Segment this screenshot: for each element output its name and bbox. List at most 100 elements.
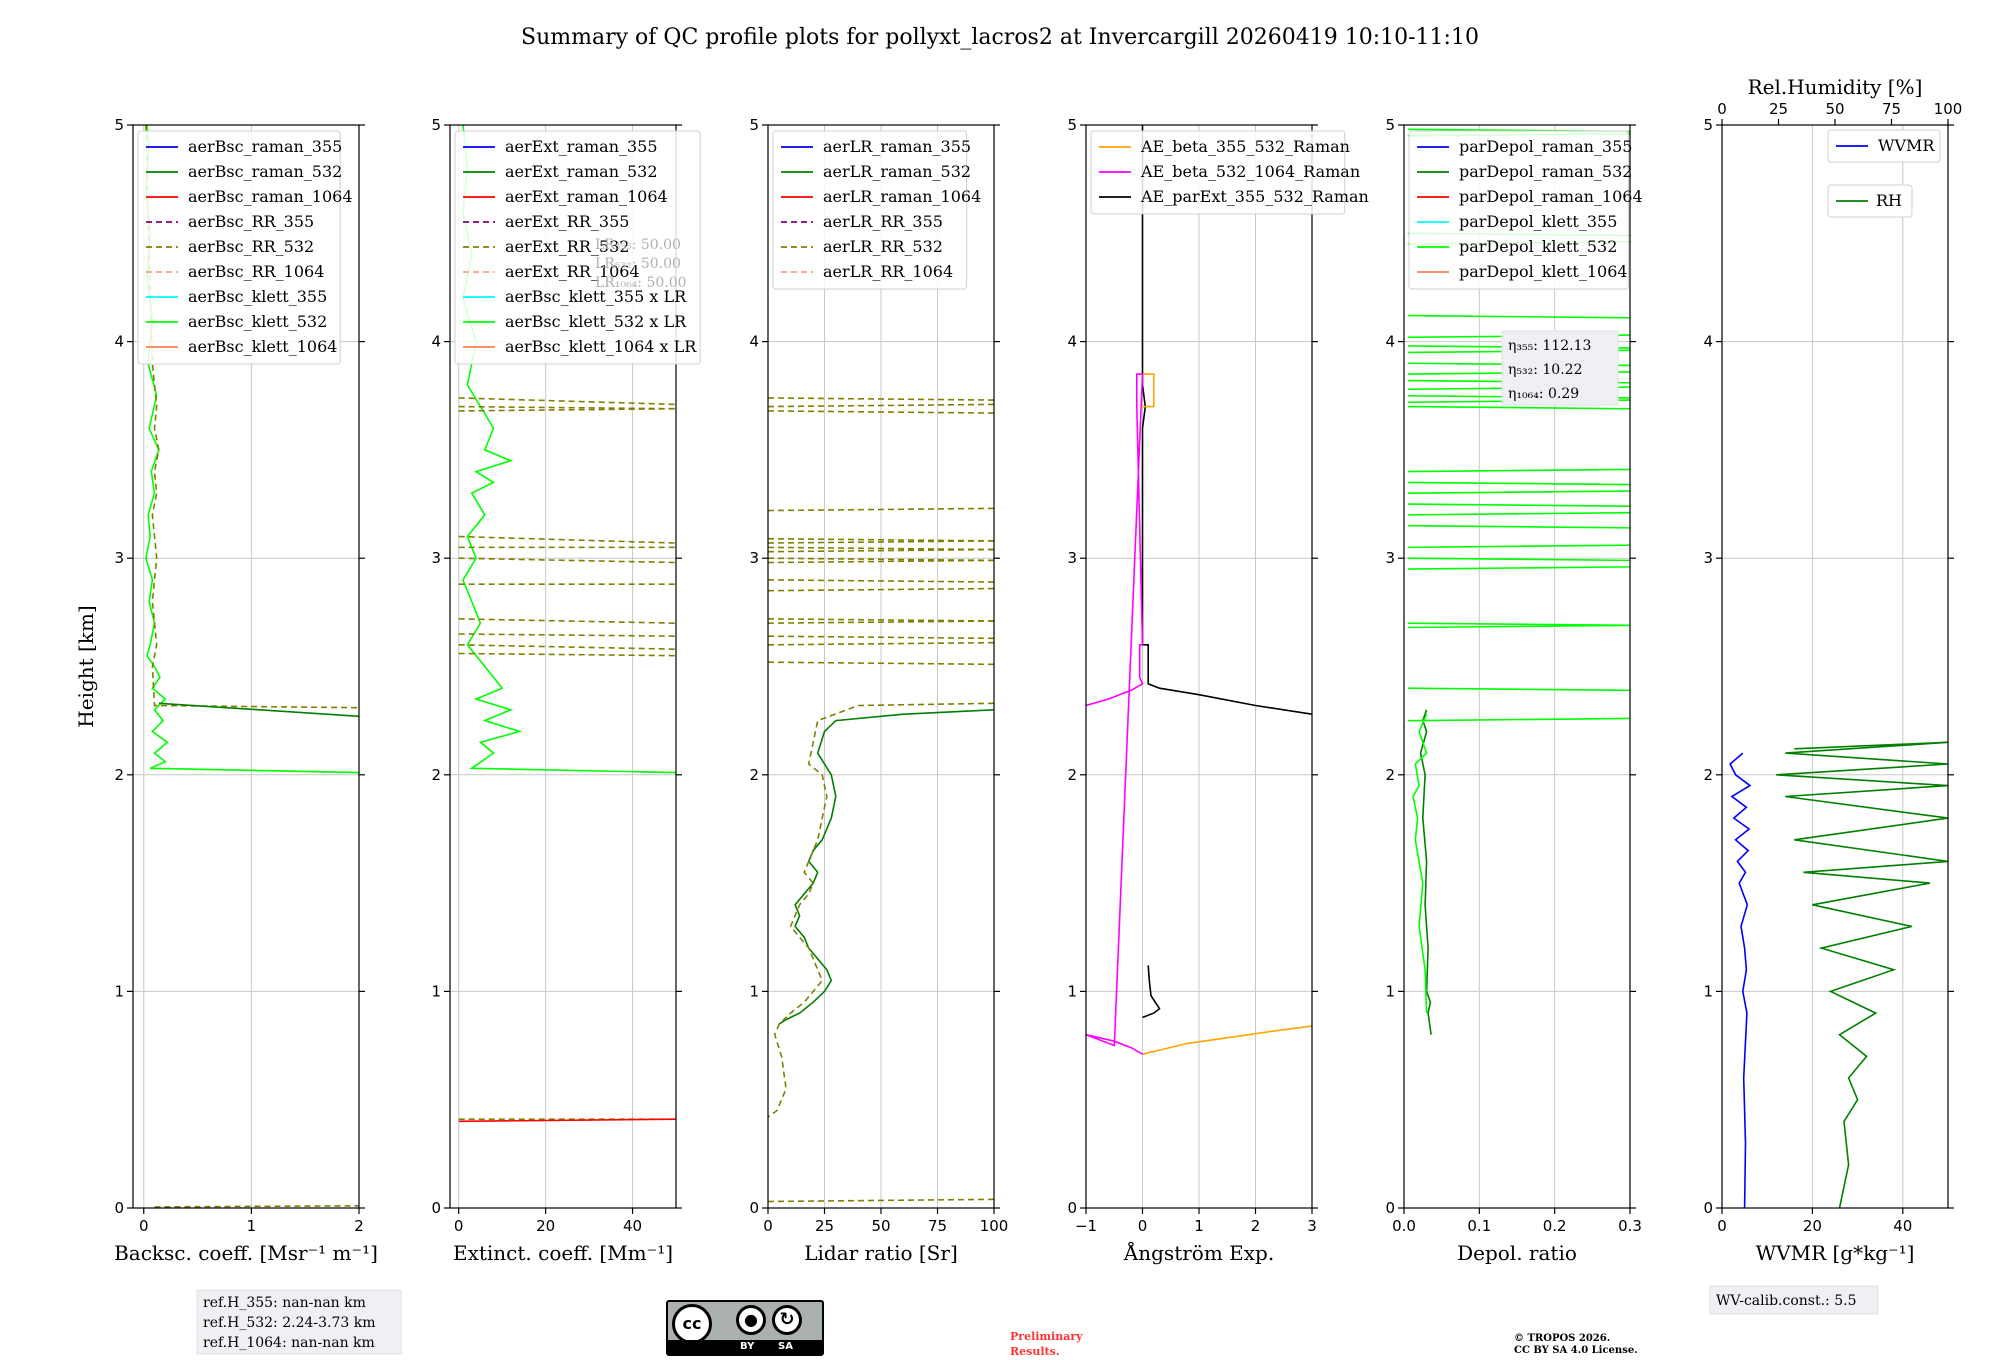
series-aerlr-rr-532 bbox=[768, 702, 994, 1118]
x2-tick-label: 25 bbox=[1769, 100, 1788, 118]
legend-label: parDepol_raman_1064 bbox=[1459, 187, 1643, 206]
panel-extinction: 0 20 40 0 1 2 3 4 5 Extinct. coeff. [Mm⁻¹] aerExt_… bbox=[431, 116, 701, 1265]
x-tick-label: 50 bbox=[871, 1217, 890, 1235]
series-aerlr-raman-532 bbox=[778, 709, 994, 1025]
panel-wvmr_rh: 0 20 40 0 1 2 3 4 5 WVMR [g*kg⁻¹] 0 25 50 75 100 Rel.Hu… bbox=[1703, 75, 1962, 1315]
share-alike-icon: ↻ bbox=[772, 1305, 802, 1335]
y-tick-label: 2 bbox=[749, 766, 759, 784]
series-aerext-rr-532-segment bbox=[458, 644, 676, 650]
legend: aerExt_raman_355 aerExt_raman_532 aerExt_r… bbox=[454, 130, 701, 365]
x-axis-label: Ångström Exp. bbox=[1123, 1240, 1274, 1265]
series-pardepol-klett-532-spikes-line bbox=[1407, 314, 1630, 319]
x-axis-label: Extinct. coeff. [Mm⁻¹] bbox=[453, 1241, 673, 1265]
eta-box bbox=[1501, 330, 1619, 406]
legend-label: aerExt_RR_532 bbox=[505, 237, 629, 256]
legend: parDepol_raman_355 parDepol_raman_532 parD… bbox=[1408, 130, 1643, 290]
y-tick-label: 0 bbox=[114, 1199, 124, 1217]
x-tick-label: 2 bbox=[354, 1217, 364, 1235]
eta-text: η₅₃₂: 10.22 bbox=[1508, 362, 1582, 378]
series-pardepol-raman-532 bbox=[1419, 709, 1432, 1035]
panel-backscatter: 0 1 2 0 1 2 3 4 5 Backsc. coeff. [Msr⁻¹ m⁻¹] Heigh… bbox=[74, 116, 402, 1355]
y-tick-label: 1 bbox=[749, 982, 759, 1000]
legend-label: aerBsc_raman_355 bbox=[188, 137, 342, 156]
x-tick-label: 100 bbox=[980, 1217, 1009, 1235]
series-pardepol-klett-532-spikes-line bbox=[1407, 503, 1630, 508]
series-aerext-rr-532-segment bbox=[458, 397, 676, 406]
legend-label: aerBsc_klett_355 x LR bbox=[505, 287, 687, 306]
plot-frame bbox=[1403, 124, 1631, 1209]
y-tick-label: 5 bbox=[431, 116, 441, 134]
x-tick-label: 25 bbox=[815, 1217, 834, 1235]
series-ae-beta-355-532-raman-low bbox=[1142, 1025, 1312, 1055]
y-tick-label: 5 bbox=[114, 116, 124, 134]
y-tick-label: 0 bbox=[1703, 1199, 1713, 1217]
y-tick-label: 4 bbox=[749, 333, 759, 351]
legend-label: aerBsc_klett_1064 x LR bbox=[505, 337, 697, 356]
cc-by-sa-logo: cc ● ↻ BY SA bbox=[666, 1300, 824, 1356]
series-pardepol-klett-532-spikes-line bbox=[1407, 557, 1630, 562]
legend-label: aerBsc_RR_1064 bbox=[188, 262, 324, 281]
legend-label: aerBsc_klett_532 bbox=[188, 312, 327, 331]
person-icon: ● bbox=[736, 1305, 766, 1335]
series-aerlr-rr-532-levels-line bbox=[768, 641, 994, 646]
legend-label: WVMR bbox=[1878, 136, 1935, 155]
x-tick-label: 1 bbox=[247, 1217, 257, 1235]
series-aerlr-rr-532-levels-line bbox=[768, 1198, 994, 1203]
legend-label: aerLR_raman_1064 bbox=[823, 187, 981, 206]
x-tick-label: 2 bbox=[1251, 1217, 1261, 1235]
series-aerlr-rr-532-levels-line bbox=[768, 546, 994, 551]
y-tick-label: 4 bbox=[1703, 333, 1713, 351]
plot-frame bbox=[449, 124, 677, 1209]
legend-label: parDepol_raman_355 bbox=[1459, 137, 1632, 156]
y-tick-label: 2 bbox=[114, 766, 124, 784]
legend-label: aerExt_raman_1064 bbox=[505, 187, 668, 206]
eta-text: η₁₀₆₄: 0.29 bbox=[1508, 386, 1579, 402]
y-tick-label: 0 bbox=[1385, 1199, 1395, 1217]
series-wvmr bbox=[1729, 752, 1752, 1208]
legend-label: AE_beta_532_1064_Raman bbox=[1140, 162, 1360, 181]
legend-label: parDepol_raman_532 bbox=[1459, 162, 1632, 181]
series-aerext-rr-532-segment bbox=[458, 618, 676, 624]
legend-label: aerBsc_raman_1064 bbox=[188, 187, 353, 206]
footer: Preliminary Results. © TROPOS 2026.CC BY S… bbox=[1010, 1330, 1638, 1358]
series-aerbsc-raman-532 bbox=[158, 702, 359, 718]
eta-text: η₃₅₅: 112.13 bbox=[1508, 338, 1591, 354]
series-aerbsc-rr-532-surface bbox=[154, 1205, 359, 1208]
y-tick-label: 1 bbox=[1703, 982, 1713, 1000]
plot-area bbox=[1729, 741, 1948, 1208]
x-tick-label: 3 bbox=[1307, 1217, 1317, 1235]
series-ae-beta-355-532-raman bbox=[1142, 373, 1155, 408]
x-axis-label: Lidar ratio [Sr] bbox=[804, 1241, 958, 1265]
x-axis-label: WVMR [g*kg⁻¹] bbox=[1756, 1241, 1915, 1265]
x-tick-label: 75 bbox=[928, 1217, 947, 1235]
plot-frame bbox=[132, 124, 360, 1209]
lr-annotation: LR₃₅₅: 50.00 bbox=[595, 237, 681, 253]
y-tick-label: 0 bbox=[749, 1199, 759, 1217]
wv-calib-box bbox=[1709, 1285, 1879, 1315]
y-tick-label: 1 bbox=[1385, 982, 1395, 1000]
y-tick-label: 4 bbox=[1385, 333, 1395, 351]
series-pardepol-klett-532-spikes-line bbox=[1407, 544, 1630, 549]
cc-badge-band bbox=[668, 1340, 822, 1354]
legend-label: aerLR_RR_1064 bbox=[823, 262, 953, 281]
series-pardepol-klett-532-spikes-line bbox=[1407, 717, 1630, 722]
x2-tick-label: 0 bbox=[1717, 100, 1727, 118]
series-pardepol-klett-532-spikes-line bbox=[1407, 481, 1630, 486]
series-pardepol-klett-532-spikes-line bbox=[1407, 524, 1630, 529]
series-aerlr-rr-532-levels-line bbox=[768, 620, 994, 624]
series-aerlr-rr-532-levels-line bbox=[768, 559, 994, 564]
plot-frame bbox=[1721, 124, 1949, 1209]
ref-height-box bbox=[196, 1289, 402, 1355]
legend-label: aerExt_raman_532 bbox=[505, 162, 658, 181]
series-pardepol-klett-532 bbox=[1412, 713, 1428, 1014]
series-aerlr-rr-532-levels-line bbox=[768, 397, 994, 401]
legend-box bbox=[772, 130, 968, 290]
series-aerlr-rr-532-levels-line bbox=[768, 410, 994, 414]
series-pardepol-klett-532-spikes-line bbox=[1407, 405, 1630, 410]
series-aerbsc-rr-532 bbox=[145, 125, 359, 709]
x-tick-label: 20 bbox=[536, 1217, 555, 1235]
panel-depol: 0.0 0.1 0.2 0.3 0 1 2 3 4 5 Depol. ratio parDepol_r… bbox=[1385, 116, 1642, 1265]
x-tick-label: 0 bbox=[763, 1217, 773, 1235]
